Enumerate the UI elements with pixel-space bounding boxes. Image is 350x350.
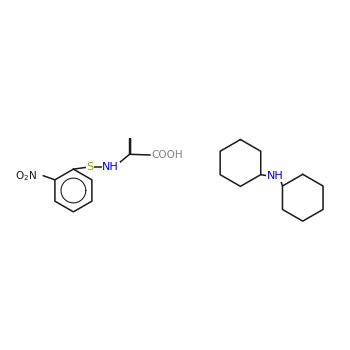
Text: NH: NH <box>102 162 119 173</box>
Text: S: S <box>86 162 93 173</box>
Text: NH: NH <box>267 172 284 181</box>
Text: O$_2$N: O$_2$N <box>15 169 37 183</box>
Text: COOH: COOH <box>152 150 183 160</box>
